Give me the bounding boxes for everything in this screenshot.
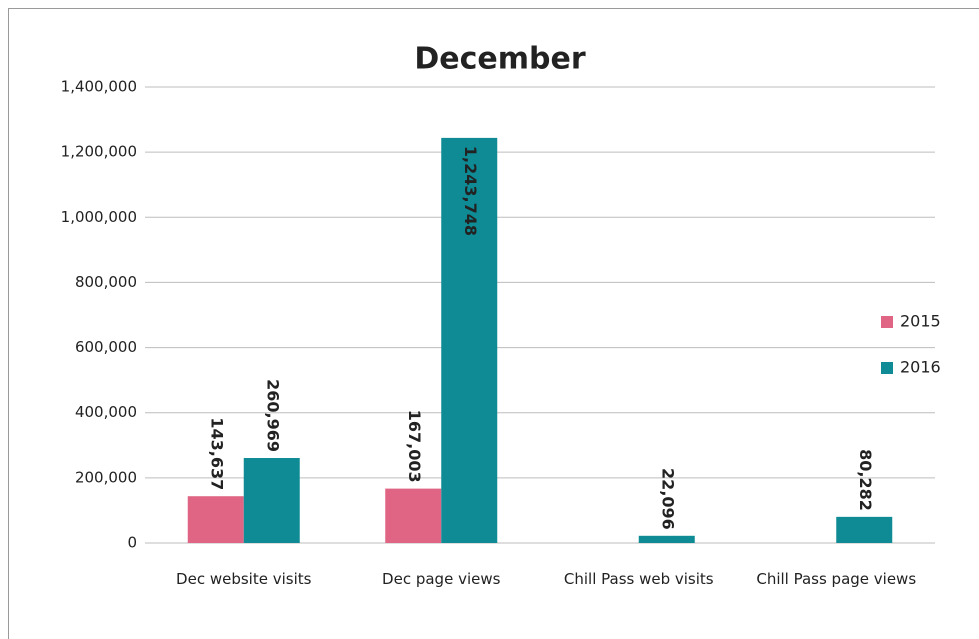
chart-border xyxy=(8,8,979,639)
x-tick-label: Dec website visits xyxy=(176,570,312,588)
data-label: 22,096 xyxy=(658,468,677,530)
legend-swatch xyxy=(881,316,893,328)
y-tick-label: 1,000,000 xyxy=(61,208,137,226)
y-tick-label: 200,000 xyxy=(75,468,137,486)
bar xyxy=(385,488,442,543)
y-tick-label: 600,000 xyxy=(75,338,137,356)
y-tick-label: 800,000 xyxy=(75,273,137,291)
y-tick-label: 0 xyxy=(127,534,137,552)
data-label: 80,282 xyxy=(856,449,875,511)
bar xyxy=(638,535,695,543)
y-tick-label: 1,200,000 xyxy=(61,143,137,161)
data-label: 260,969 xyxy=(263,379,282,452)
data-label: 143,637 xyxy=(207,417,226,490)
bar xyxy=(441,137,498,544)
y-tick-label: 1,400,000 xyxy=(61,78,137,96)
legend-label: 2015 xyxy=(900,312,941,331)
y-tick-label: 400,000 xyxy=(75,403,137,421)
x-tick-label: Dec page views xyxy=(382,570,501,588)
x-tick-label: Chill Pass web visits xyxy=(563,570,714,588)
bar xyxy=(836,516,893,543)
x-tick-label: Chill Pass page views xyxy=(756,570,917,588)
legend-label: 2016 xyxy=(900,358,941,377)
bar xyxy=(243,457,300,543)
data-label: 1,243,748 xyxy=(461,146,480,236)
bar xyxy=(187,496,244,543)
chart-title: December xyxy=(414,42,585,77)
legend-swatch xyxy=(881,362,893,374)
data-label: 167,003 xyxy=(405,410,424,483)
